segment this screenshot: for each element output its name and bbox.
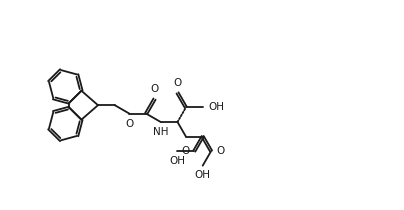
Text: O: O	[216, 146, 224, 156]
Text: OH: OH	[195, 171, 211, 180]
Text: NH: NH	[153, 127, 168, 137]
Text: O: O	[181, 146, 189, 156]
Text: O: O	[173, 78, 182, 88]
Text: OH: OH	[170, 156, 185, 166]
Text: O: O	[150, 84, 159, 94]
Text: O: O	[126, 119, 134, 129]
Text: OH: OH	[208, 102, 224, 112]
